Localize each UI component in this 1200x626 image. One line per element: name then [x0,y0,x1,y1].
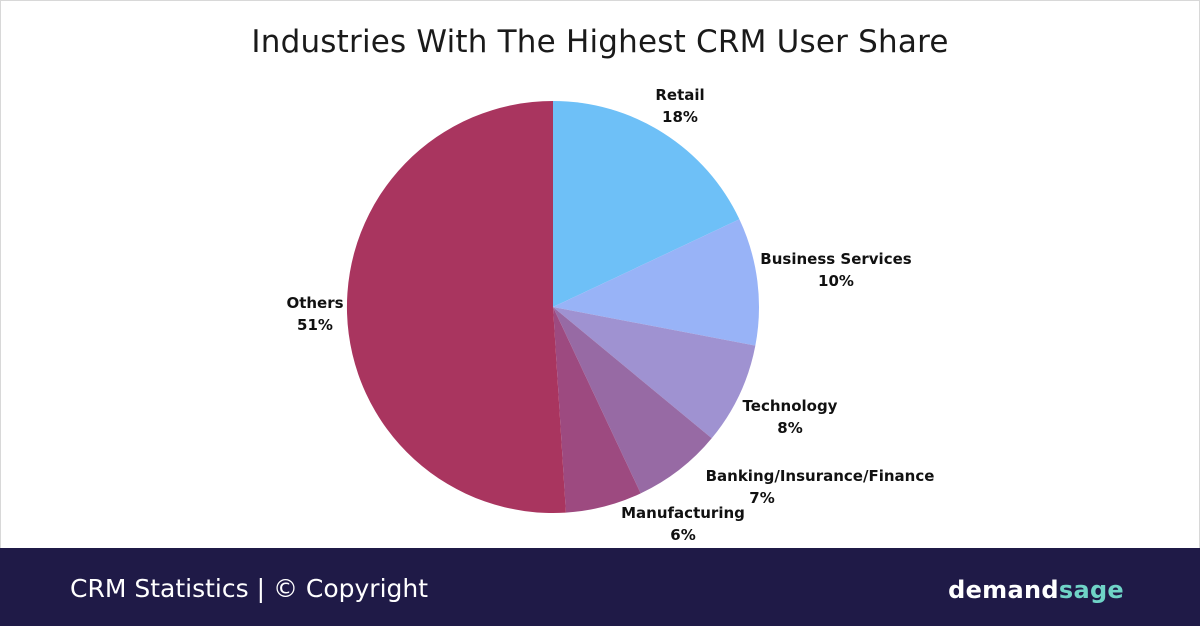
brand-logo-part1: demand [948,576,1059,604]
chart-title: Industries With The Highest CRM User Sha… [251,24,949,60]
pie-slice-technology [553,307,756,439]
pie-slice-manufacturing [553,307,641,513]
slice-value-label: 10% [818,272,854,290]
slice-value-label: 6% [670,526,695,544]
slice-label: Technology [743,397,838,415]
pie-slice-banking-insurance-finance [553,307,712,494]
brand-logo-part2: sage [1058,576,1124,604]
slice-value-label: 51% [297,316,333,334]
pie-slice-business-services [553,219,759,346]
slice-label: Banking/Insurance/Finance [706,467,935,485]
slice-label: Retail [655,86,704,104]
brand-logo: demandsage [948,576,1124,604]
footer-bar: CRM Statistics | © Copyright demandsage [0,548,1200,626]
pie-chart: Retail 18% Business Services 10% Technology 8… [286,86,935,544]
slice-label: Others [286,294,343,312]
slice-label: Manufacturing [621,504,745,522]
slice-value-label: 7% [749,489,774,507]
footer-caption: CRM Statistics | © Copyright [70,574,429,603]
pie-slice-retail [553,101,740,307]
pie-slice-others [346,100,566,513]
slice-value-label: 8% [777,419,802,437]
slice-value-label: 18% [662,108,698,126]
slice-label: Business Services [760,250,911,268]
